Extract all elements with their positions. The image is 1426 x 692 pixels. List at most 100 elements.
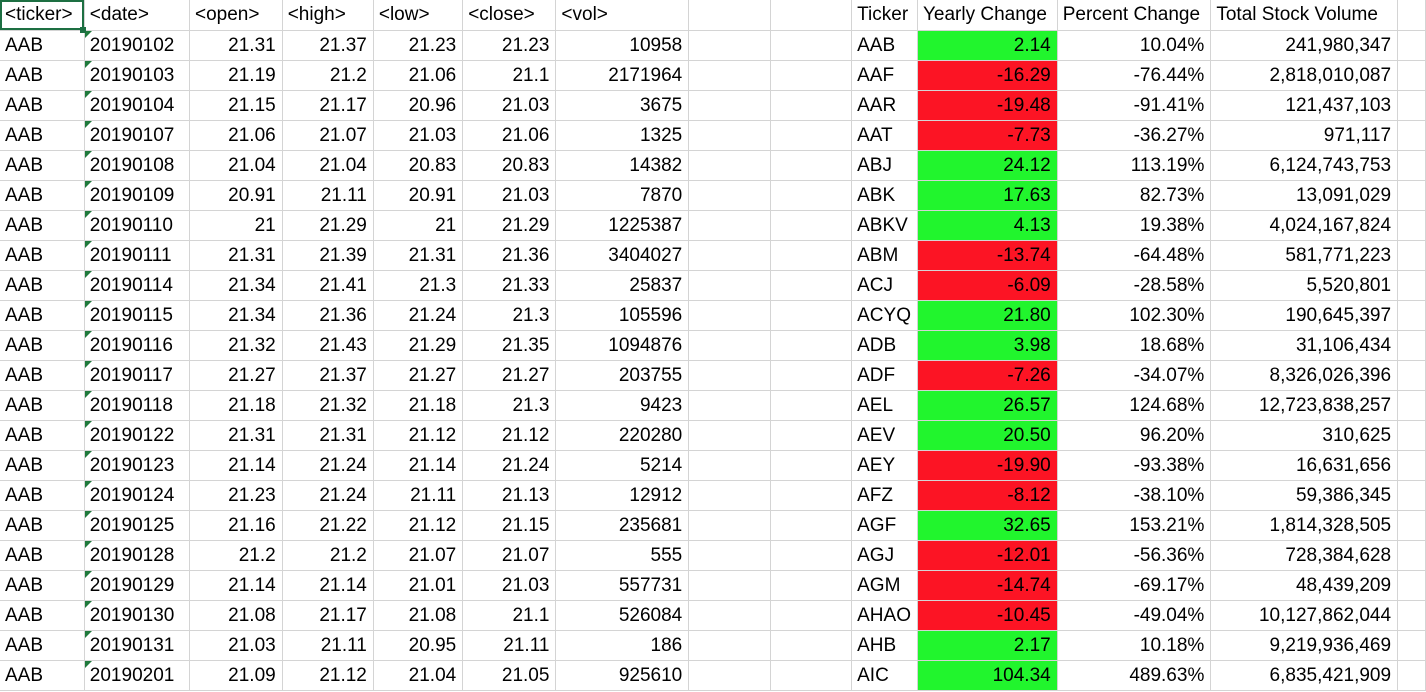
cell-yearly-change[interactable]: 26.57 [917,390,1058,421]
cell-yearly-change[interactable]: 4.13 [917,210,1058,241]
empty-cell[interactable] [688,570,771,601]
empty-cell[interactable] [770,90,853,121]
cell-total-stock-volume[interactable]: 6,124,743,753 [1210,150,1399,181]
cell-yearly-change[interactable]: -10.45 [917,600,1058,631]
cell-close[interactable]: 21.15 [462,510,557,541]
cell-ticker[interactable]: AAB [0,210,85,241]
empty-cell[interactable] [688,390,771,421]
empty-cell[interactable] [1397,450,1426,481]
cell-open[interactable]: 21.14 [189,570,283,601]
cell-percent-change[interactable]: -36.27% [1057,120,1212,151]
cell-low[interactable]: 20.83 [373,150,464,181]
cell-date[interactable]: 20190125 [84,510,190,541]
cell-low[interactable]: 21.23 [373,30,464,61]
cell-high[interactable]: 21.41 [282,270,374,301]
empty-cell[interactable] [1397,180,1426,211]
empty-cell[interactable] [770,630,853,661]
cell-date[interactable]: 20190122 [84,420,190,451]
cell-vol[interactable]: 526084 [555,600,690,631]
header-total-stock-volume[interactable]: Total Stock Volume [1210,0,1399,31]
cell-ticker[interactable]: AAB [0,630,85,661]
empty-cell[interactable] [688,540,771,571]
empty-cell[interactable] [770,660,853,691]
cell-high[interactable]: 21.43 [282,330,374,361]
cell-close[interactable]: 21.06 [462,120,557,151]
cell-high[interactable]: 21.14 [282,570,374,601]
cell-high[interactable]: 21.07 [282,120,374,151]
cell-high[interactable]: 21.39 [282,240,374,271]
cell-summary-ticker[interactable]: AGM [851,570,918,601]
cell-total-stock-volume[interactable]: 121,437,103 [1210,90,1399,121]
empty-cell[interactable] [688,600,771,631]
cell-percent-change[interactable]: 489.63% [1057,660,1212,691]
cell-close[interactable]: 21.1 [462,600,557,631]
cell-vol[interactable]: 235681 [555,510,690,541]
cell-close[interactable]: 21.1 [462,60,557,91]
cell-close[interactable]: 21.3 [462,390,557,421]
cell-ticker[interactable]: AAB [0,180,85,211]
empty-cell[interactable] [770,150,853,181]
header-date[interactable]: <date> [84,0,190,31]
cell-summary-ticker[interactable]: ADB [851,330,918,361]
cell-low[interactable]: 21.01 [373,570,464,601]
cell-summary-ticker[interactable]: ABJ [851,150,918,181]
cell-summary-ticker[interactable]: AAB [851,30,918,61]
cell-ticker[interactable]: AAB [0,480,85,511]
empty-cell[interactable] [688,60,771,91]
cell-total-stock-volume[interactable]: 2,818,010,087 [1210,60,1399,91]
cell-date[interactable]: 20190115 [84,300,190,331]
cell-yearly-change[interactable]: -6.09 [917,270,1058,301]
cell-vol[interactable]: 1325 [555,120,690,151]
empty-cell[interactable] [1397,390,1426,421]
cell-percent-change[interactable]: -34.07% [1057,360,1212,391]
cell-date[interactable]: 20190117 [84,360,190,391]
empty-cell[interactable] [688,420,771,451]
cell-open[interactable]: 21.34 [189,270,283,301]
cell-total-stock-volume[interactable]: 13,091,029 [1210,180,1399,211]
cell-close[interactable]: 20.83 [462,150,557,181]
empty-cell[interactable] [770,300,853,331]
cell-yearly-change[interactable]: 17.63 [917,180,1058,211]
cell-percent-change[interactable]: -28.58% [1057,270,1212,301]
cell-yearly-change[interactable]: -13.74 [917,240,1058,271]
cell-date[interactable]: 20190123 [84,450,190,481]
cell-close[interactable]: 21.33 [462,270,557,301]
cell-high[interactable]: 21.31 [282,420,374,451]
cell-summary-ticker[interactable]: AGJ [851,540,918,571]
cell-date[interactable]: 20190108 [84,150,190,181]
cell-low[interactable]: 21.04 [373,660,464,691]
cell-low[interactable]: 21.29 [373,330,464,361]
cell-low[interactable]: 21.31 [373,240,464,271]
cell-vol[interactable]: 203755 [555,360,690,391]
cell-summary-ticker[interactable]: AEL [851,390,918,421]
cell-date[interactable]: 20190103 [84,60,190,91]
cell-vol[interactable]: 5214 [555,450,690,481]
cell-percent-change[interactable]: -49.04% [1057,600,1212,631]
cell-vol[interactable]: 105596 [555,300,690,331]
cell-total-stock-volume[interactable]: 16,631,656 [1210,450,1399,481]
cell-close[interactable]: 21.36 [462,240,557,271]
cell-close[interactable]: 21.27 [462,360,557,391]
empty-cell[interactable] [1397,660,1426,691]
cell-total-stock-volume[interactable]: 728,384,628 [1210,540,1399,571]
cell-high[interactable]: 21.17 [282,600,374,631]
cell-percent-change[interactable]: 113.19% [1057,150,1212,181]
cell-total-stock-volume[interactable]: 971,117 [1210,120,1399,151]
cell-low[interactable]: 20.91 [373,180,464,211]
cell-percent-change[interactable]: -38.10% [1057,480,1212,511]
empty-cell[interactable] [770,120,853,151]
cell-yearly-change[interactable]: 104.34 [917,660,1058,691]
cell-ticker[interactable]: AAB [0,240,85,271]
empty-cell[interactable] [688,660,771,691]
empty-cell[interactable] [688,0,771,31]
cell-close[interactable]: 21.05 [462,660,557,691]
empty-cell[interactable] [1397,630,1426,661]
empty-cell[interactable] [770,360,853,391]
cell-summary-ticker[interactable]: ADF [851,360,918,391]
cell-total-stock-volume[interactable]: 310,625 [1210,420,1399,451]
cell-high[interactable]: 21.2 [282,60,374,91]
cell-summary-ticker[interactable]: AFZ [851,480,918,511]
cell-ticker[interactable]: AAB [0,660,85,691]
cell-open[interactable]: 21.04 [189,150,283,181]
cell-percent-change[interactable]: -69.17% [1057,570,1212,601]
